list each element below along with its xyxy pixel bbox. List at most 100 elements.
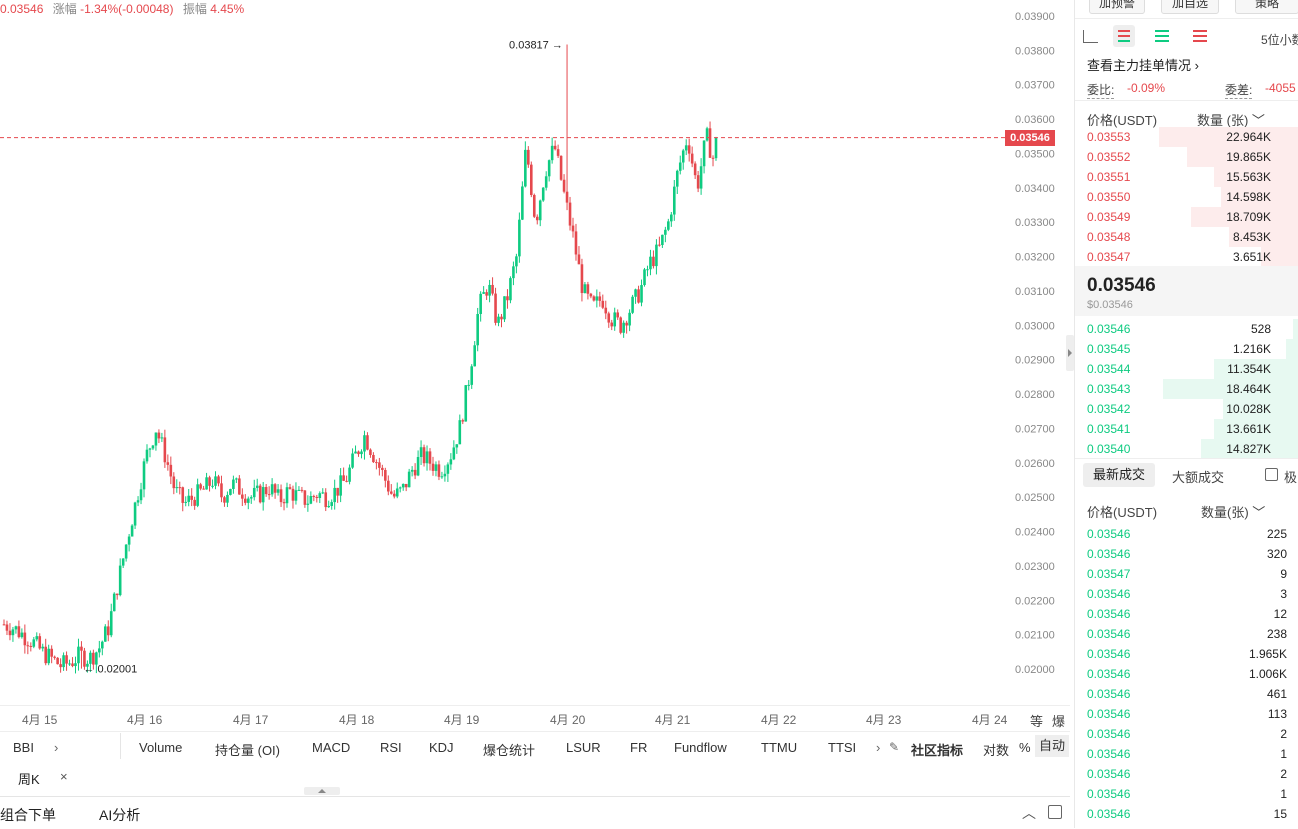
candle-body <box>672 186 676 215</box>
expand-icon[interactable] <box>1048 805 1062 819</box>
order-book-row[interactable]: 0.03546 1.006K <box>1087 664 1298 684</box>
candle-body <box>360 451 363 455</box>
row-price: 0.03546 <box>1087 607 1131 621</box>
candle-body <box>44 646 48 664</box>
candle-body <box>643 269 646 286</box>
order-book-row[interactable]: 0.03547 9 <box>1087 564 1298 584</box>
combo-order-tab[interactable]: 组合下单 <box>0 807 56 823</box>
candle-body <box>235 478 238 480</box>
indicator-tab[interactable]: KDJ <box>429 740 454 755</box>
candle-body <box>83 650 86 667</box>
order-book-row[interactable]: 0.03542 10.028K <box>1087 399 1298 419</box>
indicator-tab[interactable]: 持仓量 (OI) <box>215 743 280 758</box>
candle-body <box>357 451 360 455</box>
bottom-bar: 组合下单 AI分析 ︿ <box>0 796 1070 829</box>
indicator-tab[interactable]: RSI <box>380 740 402 755</box>
order-book-row[interactable]: 0.03553 22.964K <box>1087 127 1298 147</box>
order-book-row[interactable]: 0.03546 238 <box>1087 624 1298 644</box>
change-value: -1.34%(-0.00048) <box>80 2 174 16</box>
order-book-row[interactable]: 0.03552 19.865K <box>1087 147 1298 167</box>
order-book-row[interactable]: 0.03543 18.464K <box>1087 379 1298 399</box>
order-book-row[interactable]: 0.03546 461 <box>1087 684 1298 704</box>
indicator-tab[interactable]: TTMU <box>761 740 798 755</box>
order-book-row[interactable]: 0.03546 15 <box>1087 804 1298 824</box>
close-icon[interactable]: × <box>60 769 68 784</box>
indicator-tab[interactable]: Fundflow <box>674 740 727 755</box>
strategy-button[interactable]: 策略 <box>1235 0 1298 14</box>
asks-only-view-icon[interactable] <box>1193 30 1207 42</box>
row-quantity: 15 <box>1273 807 1287 821</box>
indicator-tab[interactable]: TTSI <box>828 740 857 755</box>
indicator-tab[interactable]: 爆仓统计 <box>483 743 536 758</box>
order-book-row[interactable]: 0.03541 13.661K <box>1087 419 1298 439</box>
percent-scale-button[interactable]: % <box>1019 740 1031 755</box>
edit-icon[interactable]: ✎ <box>889 740 900 754</box>
amplitude-value: 4.45% <box>210 2 245 16</box>
both-sides-view-icon[interactable] <box>1113 25 1135 47</box>
checkbox[interactable] <box>1265 468 1278 481</box>
chevron-up-icon[interactable]: ︿ <box>1022 805 1036 821</box>
reset-view-icon[interactable] <box>1083 30 1098 43</box>
community-indicators-button[interactable]: 社区指标 <box>911 743 964 758</box>
order-book-row[interactable]: 0.03546 113 <box>1087 704 1298 724</box>
candle-body <box>112 593 116 612</box>
row-price: 0.03548 <box>1087 230 1131 244</box>
order-book-row[interactable]: 0.03546 2 <box>1087 724 1298 744</box>
order-book-row[interactable]: 0.03546 12 <box>1087 604 1298 624</box>
price-chart[interactable]: 0.03900 0.03800 0.03700 0.03600 0.03500 0.034… <box>0 0 1070 705</box>
tab-large-trades[interactable]: 大额成交 <box>1172 470 1225 485</box>
order-book-row[interactable]: 0.03546 1 <box>1087 784 1298 804</box>
row-price: 0.03546 <box>1087 527 1131 541</box>
order-book-row[interactable]: 0.03548 8.453K <box>1087 227 1298 247</box>
order-book-row[interactable]: 0.03546 320 <box>1087 544 1298 564</box>
candle-body <box>56 657 59 665</box>
order-book-row[interactable]: 0.03550 14.598K <box>1087 187 1298 207</box>
order-book-row[interactable]: 0.03546 528 <box>1087 319 1298 339</box>
log-scale-button[interactable]: 对数 <box>983 743 1010 758</box>
order-book-row[interactable]: 0.03546 1.965K <box>1087 644 1298 664</box>
order-book-row[interactable]: 0.03549 18.709K <box>1087 207 1298 227</box>
ai-analysis-tab[interactable]: AI分析 <box>99 807 141 823</box>
indicator-tab[interactable]: BBI <box>13 740 34 755</box>
order-book-row[interactable]: 0.03547 3.651K <box>1087 247 1298 267</box>
indicator-tab[interactable]: MACD <box>312 740 351 755</box>
candle-body <box>550 145 554 161</box>
order-book-row[interactable]: 0.03546 2 <box>1087 764 1298 784</box>
panel-collapse-handle[interactable] <box>1066 335 1074 371</box>
candle-body <box>11 629 15 636</box>
candle-body <box>205 477 208 490</box>
indicator-tab[interactable]: LSUR <box>566 740 601 755</box>
candle-body <box>20 632 24 638</box>
order-book-row[interactable]: 0.03546 3 <box>1087 584 1298 604</box>
axis-mode-button[interactable]: 爆 <box>1052 714 1066 729</box>
candle-body <box>518 219 521 257</box>
order-book-row[interactable]: 0.03545 1.216K <box>1087 339 1298 359</box>
period-label[interactable]: 周K <box>18 772 40 787</box>
order-book-qty-header[interactable]: 数量 (张) ﹀ <box>1197 110 1265 129</box>
chevron-right-icon[interactable]: › <box>54 740 59 755</box>
auto-scale-button[interactable]: 自动 <box>1035 735 1070 757</box>
order-book-row[interactable]: 0.03551 15.563K <box>1087 167 1298 187</box>
main-orders-link[interactable]: 查看主力挂单情况 › <box>1087 55 1199 74</box>
candle-body <box>538 200 542 221</box>
trades-qty-header[interactable]: 数量(张) ﹀ <box>1201 502 1265 521</box>
axis-mode-button[interactable]: 等 <box>1030 714 1044 729</box>
chevron-right-icon[interactable]: › <box>876 740 881 755</box>
tab-latest-trades[interactable]: 最新成交 <box>1083 463 1155 487</box>
bids-only-view-icon[interactable] <box>1155 30 1169 42</box>
resize-handle[interactable] <box>304 787 340 795</box>
candle-body <box>434 464 438 471</box>
candle-body <box>592 296 596 301</box>
precision-select[interactable]: 5位小数 <box>1261 33 1298 47</box>
indicator-tab[interactable]: FR <box>630 740 648 755</box>
order-book-row[interactable]: 0.03546 1 <box>1087 744 1298 764</box>
order-book-row[interactable]: 0.03544 11.354K <box>1087 359 1298 379</box>
order-book-row[interactable]: 0.03546 225 <box>1087 524 1298 544</box>
candle-body <box>449 459 453 465</box>
add-favorite-button[interactable]: 加自选 <box>1161 0 1219 14</box>
add-alert-button[interactable]: 加预警 <box>1089 0 1145 14</box>
order-book-row[interactable]: 0.03540 14.827K <box>1087 439 1298 459</box>
row-price: 0.03546 <box>1087 587 1131 601</box>
indicator-tab[interactable]: Volume <box>139 740 183 755</box>
chart-panel[interactable]: 0.03900 0.03800 0.03700 0.03600 0.03500 0.034… <box>0 0 1070 705</box>
